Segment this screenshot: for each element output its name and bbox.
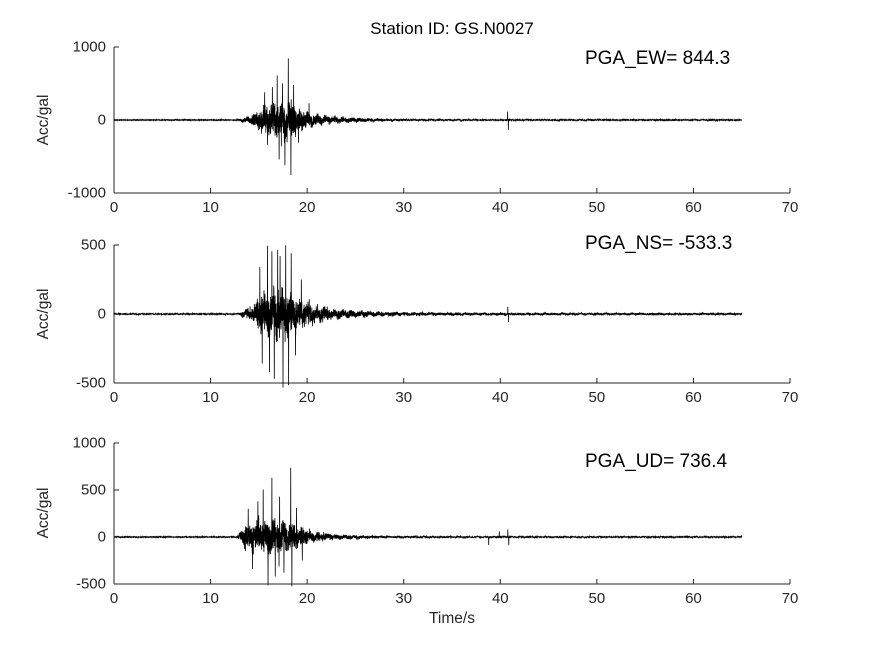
x-tick-label: 10	[202, 389, 219, 406]
waveform-ns	[113, 245, 743, 388]
x-tick-label: 40	[491, 199, 509, 216]
x-tick-label: 50	[588, 590, 606, 607]
x-tick-label: 40	[491, 590, 509, 607]
x-tick-label: 50	[588, 199, 606, 216]
x-tick-label: 70	[781, 389, 799, 406]
x-tick-label: 0	[109, 590, 119, 607]
subplot-ns	[113, 244, 791, 388]
x-tick-label: 20	[298, 199, 316, 216]
y-tick-label: 500	[80, 481, 106, 499]
x-tick-label: 40	[491, 389, 509, 406]
y-axis-label-ew: Acc/gal	[35, 94, 52, 146]
waveform-ud	[113, 467, 743, 587]
x-tick-label: 30	[395, 590, 413, 607]
y-tick-label: 0	[97, 528, 106, 546]
x-tick-label: 70	[781, 199, 799, 216]
x-tick-label: 60	[685, 590, 702, 607]
y-tick-label: 0	[97, 111, 106, 129]
y-tick-label: -1000	[67, 184, 106, 202]
y-tick-label: -500	[75, 374, 106, 392]
y-tick-label: -500	[75, 575, 106, 593]
y-tick-label: 1000	[72, 38, 106, 56]
subplot-ud	[113, 442, 791, 587]
x-tick-label: 50	[588, 389, 606, 406]
y-axis-label-ud: Acc/gal	[35, 487, 52, 539]
figure-title: Station ID: GS.N0027	[370, 19, 534, 38]
y-axis-label-ns: Acc/gal	[35, 288, 52, 340]
x-tick-label: 10	[202, 590, 219, 607]
x-tick-label: 20	[298, 389, 316, 406]
x-tick-label: 30	[395, 199, 413, 216]
x-axis-label: Time/s	[429, 610, 475, 627]
pga-ns-annotation: PGA_NS= -533.3	[585, 233, 733, 254]
x-tick-label: 10	[202, 199, 219, 216]
pga-ew-annotation: PGA_EW= 844.3	[585, 48, 731, 69]
y-tick-label: 0	[97, 305, 106, 323]
waveform-ew	[113, 58, 743, 176]
x-tick-label: 30	[395, 389, 413, 406]
x-tick-label: 70	[781, 590, 799, 607]
x-tick-label: 60	[685, 389, 702, 406]
x-tick-label: 20	[298, 590, 316, 607]
x-tick-label: 60	[685, 199, 702, 216]
subplot-ew	[113, 46, 791, 194]
x-tick-label: 0	[109, 389, 119, 406]
y-tick-label: 1000	[72, 434, 106, 452]
pga-ud-annotation: PGA_UD= 736.4	[585, 451, 728, 472]
x-tick-label: 0	[109, 199, 119, 216]
y-tick-label: 500	[80, 236, 106, 254]
